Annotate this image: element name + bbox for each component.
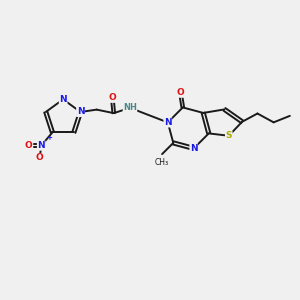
Text: S: S <box>226 131 232 140</box>
Text: N: N <box>38 141 45 150</box>
Text: NH: NH <box>123 103 137 112</box>
Text: CH₃: CH₃ <box>155 158 169 166</box>
Text: N: N <box>77 107 84 116</box>
Text: +: + <box>46 135 52 141</box>
Text: O: O <box>36 154 44 163</box>
Text: N: N <box>164 118 172 127</box>
Text: N: N <box>190 144 198 153</box>
Text: N: N <box>59 95 67 104</box>
Text: O: O <box>108 93 116 102</box>
Text: O: O <box>25 141 33 150</box>
Text: O: O <box>177 88 184 97</box>
